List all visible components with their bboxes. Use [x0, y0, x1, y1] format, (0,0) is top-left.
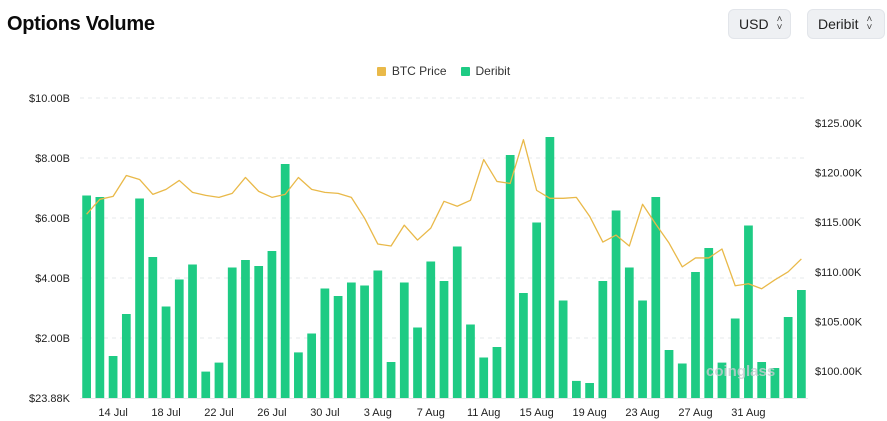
currency-select[interactable]: USD ˄ ˅ [728, 9, 791, 39]
deribit-volume-bar [532, 222, 542, 398]
legend-swatch-deribit [460, 66, 470, 76]
deribit-volume-bar [783, 317, 793, 398]
sort-chevron-icon: ˄ ˅ [776, 14, 783, 33]
deribit-volume-bar [691, 272, 700, 398]
y-left-tick-label: $23.88K [29, 393, 71, 405]
y-left-tick-label: $4.00B [35, 273, 70, 285]
deribit-volume-bar [294, 352, 303, 398]
x-tick-label: 14 Jul [98, 407, 127, 419]
x-tick-label: 3 Aug [364, 407, 392, 419]
y-left-tick-label: $6.00B [35, 213, 70, 225]
legend-item-deribit[interactable]: Deribit [460, 64, 511, 78]
deribit-volume-bar [466, 324, 475, 398]
x-tick-label: 26 Jul [257, 407, 286, 419]
currency-select-value: USD [739, 16, 769, 32]
deribit-volume-bar [624, 267, 634, 398]
deribit-volume-bar [730, 318, 740, 398]
legend-swatch-btc-price [376, 66, 386, 76]
x-tick-label: 18 Jul [151, 407, 180, 419]
deribit-volume-bar [585, 383, 594, 398]
deribit-volume-bar [82, 195, 91, 398]
deribit-volume-bar [545, 137, 555, 398]
legend-label-btc-price: BTC Price [391, 64, 447, 78]
deribit-volume-bar [558, 300, 568, 398]
deribit-volume-bar [95, 197, 105, 398]
x-tick-label: 15 Aug [520, 407, 554, 419]
y-right-tick-label: $125.00K [815, 118, 863, 130]
deribit-volume-bar [267, 251, 277, 398]
btc-price-line [86, 139, 802, 290]
y-right-tick-label: $100.00K [815, 366, 863, 378]
deribit-volume-bar [757, 362, 767, 398]
deribit-volume-bar [174, 279, 184, 398]
deribit-volume-bar [492, 347, 502, 398]
deribit-volume-bar [611, 210, 621, 398]
deribit-volume-bar [664, 350, 674, 398]
deribit-volume-bar [227, 267, 237, 398]
deribit-volume-bar [519, 293, 528, 398]
deribit-volume-bar [346, 282, 356, 398]
deribit-volume-bar [254, 266, 264, 398]
x-tick-label: 7 Aug [417, 407, 445, 419]
deribit-volume-bar [188, 264, 197, 398]
page-title: Options Volume [7, 13, 155, 35]
deribit-volume-bar [439, 281, 449, 398]
legend-label-deribit: Deribit [475, 64, 511, 78]
deribit-volume-bar [241, 260, 250, 398]
deribit-volume-bar [307, 333, 317, 398]
deribit-volume-bar [677, 363, 687, 398]
deribit-volume-bar [373, 270, 383, 398]
y-right-tick-label: $105.00K [815, 317, 863, 329]
sort-chevron-icon: ˄ ˅ [866, 14, 873, 33]
chart-legend: BTC Price Deribit [0, 64, 887, 78]
deribit-volume-bar [770, 368, 780, 398]
deribit-volume-bar [426, 261, 436, 398]
x-tick-label: 22 Jul [204, 407, 233, 419]
deribit-volume-bar [744, 225, 753, 398]
deribit-volume-bar [638, 300, 647, 398]
y-left-tick-label: $10.00B [29, 93, 70, 105]
deribit-volume-bar [360, 285, 369, 398]
deribit-volume-bar [479, 357, 489, 398]
deribit-volume-bar [572, 380, 581, 398]
coinglass-watermark: coinglass [706, 363, 776, 380]
x-tick-label: 23 Aug [625, 407, 659, 419]
deribit-volume-bar [135, 198, 144, 398]
deribit-volume-bar [214, 362, 224, 398]
deribit-volume-bar [386, 362, 396, 398]
deribit-volume-bar [717, 362, 727, 398]
exchange-select-value: Deribit [818, 16, 859, 32]
deribit-volume-bar [108, 356, 118, 398]
deribit-volume-bar [505, 155, 515, 398]
y-right-tick-label: $110.00K [815, 267, 862, 279]
x-tick-label: 19 Aug [572, 407, 606, 419]
deribit-volume-bar [320, 288, 330, 398]
deribit-volume-bar [704, 248, 714, 398]
y-left-tick-label: $8.00B [35, 153, 70, 165]
deribit-volume-bar [598, 281, 608, 398]
deribit-volume-bar [148, 257, 158, 398]
deribit-volume-bar [280, 164, 290, 398]
x-tick-label: 30 Jul [310, 407, 339, 419]
x-tick-label: 31 Aug [731, 407, 765, 419]
y-right-tick-label: $115.00K [815, 217, 862, 229]
y-right-tick-label: $120.00K [815, 168, 863, 180]
deribit-volume-bar [121, 314, 131, 398]
legend-item-btc-price[interactable]: BTC Price [376, 64, 447, 78]
deribit-volume-bar [413, 327, 422, 398]
deribit-volume-bar [201, 371, 211, 398]
deribit-volume-bar [651, 197, 661, 398]
deribit-volume-bar [333, 296, 343, 398]
y-left-tick-label: $2.00B [35, 333, 70, 345]
x-tick-label: 11 Aug [467, 407, 500, 419]
deribit-volume-bar [399, 282, 409, 398]
exchange-select[interactable]: Deribit ˄ ˅ [807, 9, 885, 39]
deribit-volume-bar [161, 306, 171, 398]
deribit-volume-bar [797, 290, 806, 398]
x-tick-label: 27 Aug [678, 407, 712, 419]
deribit-volume-bar [452, 246, 462, 398]
